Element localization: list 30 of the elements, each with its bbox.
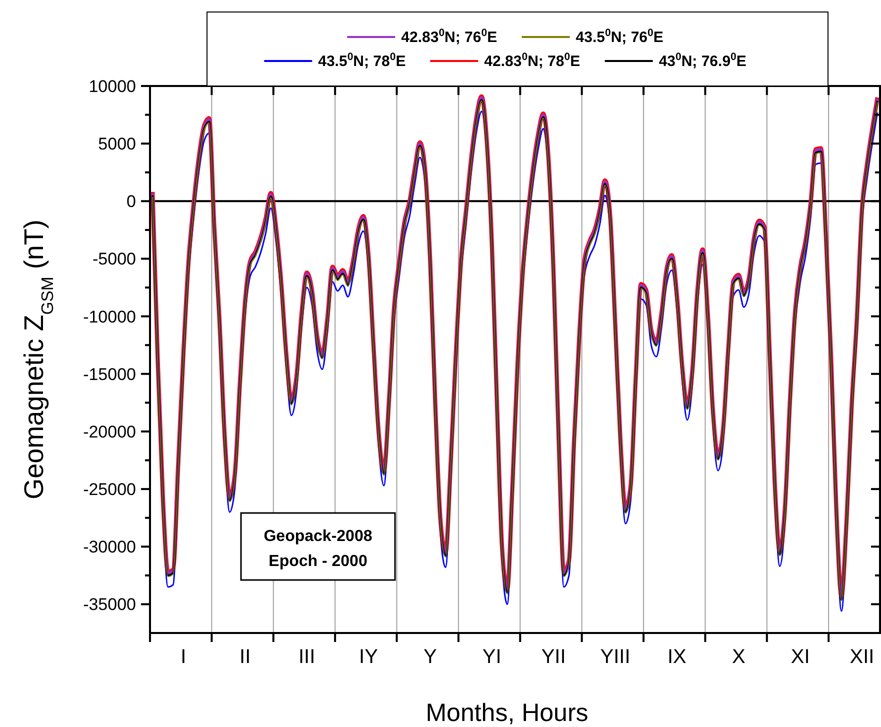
x-tick-label: X (732, 646, 746, 668)
y-tick-label: 10000 (88, 77, 136, 96)
x-tick-label: III (298, 646, 316, 668)
x-tick-label: IY (359, 646, 378, 668)
x-tick-label: XI (790, 646, 810, 668)
legend-label: 43.5$^{0}$N; 78$^{0}$E (318, 51, 406, 70)
x-tick-label: IX (667, 646, 686, 668)
y-tick-label: -15000 (83, 364, 136, 384)
x-axis-title: Months, Hours (426, 699, 588, 727)
y-tick-label: -10000 (83, 307, 136, 326)
y-tick-label: 5000 (98, 134, 136, 154)
annotation: Epoch - 2000 (268, 553, 368, 570)
x-tick-label: YI (482, 646, 502, 668)
legend-label: 42.83$^{0}$N; 78$^{0}$E (484, 51, 580, 70)
x-tick-label: Y (424, 646, 437, 668)
y-tick-label: -30000 (83, 538, 136, 557)
x-tick-label: XII (850, 646, 874, 668)
y-tick-label: 0 (126, 192, 136, 212)
legend-label: 43$^{0}$N; 76.9$^{0}$E (658, 51, 746, 70)
y-tick-label: -35000 (83, 595, 136, 614)
x-tick-label: YII (541, 646, 566, 668)
legend-label: 43.5$^{0}$N; 76$^{0}$E (576, 27, 664, 46)
x-tick-label: II (240, 646, 251, 668)
y-tick-label: -5000 (92, 250, 136, 269)
legend-label: 42.83$^{0}$N; 76$^{0}$E (401, 27, 498, 46)
y-tick-label: -20000 (83, 422, 136, 442)
y-tick-label: -25000 (83, 480, 136, 500)
annotation: Geopack-2008 (264, 528, 372, 545)
x-tick-label: I (180, 646, 186, 668)
x-tick-label: YIII (600, 646, 630, 668)
